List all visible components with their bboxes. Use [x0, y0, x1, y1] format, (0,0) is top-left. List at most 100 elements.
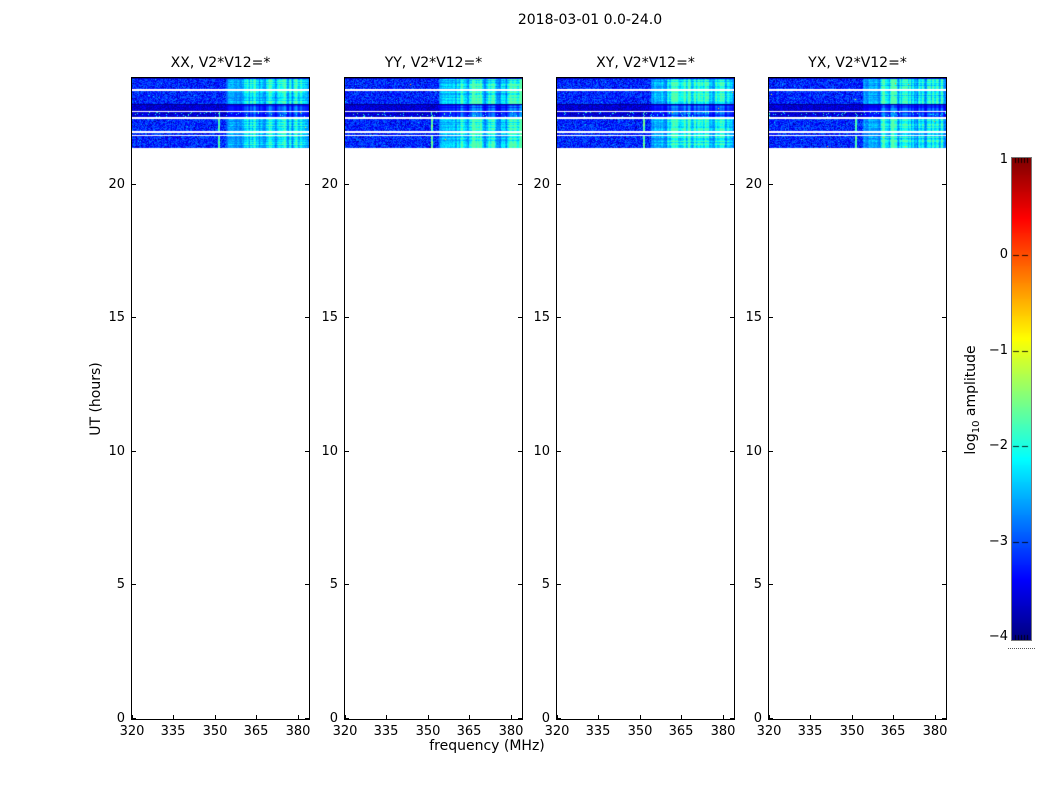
y-tick-label: 15	[321, 310, 338, 325]
y-tick	[730, 584, 734, 585]
x-tick-label: 365	[243, 724, 269, 739]
y-axis-label: UT (hours)	[88, 362, 104, 436]
x-tick-label: 365	[880, 724, 906, 739]
y-tick-label: 20	[108, 177, 125, 192]
x-tick-label: 320	[756, 724, 782, 739]
y-tick	[518, 317, 522, 318]
x-tick	[428, 715, 429, 719]
spectrogram-image-xy	[557, 78, 734, 719]
y-tick-label: 20	[533, 177, 550, 192]
x-tick-label: 350	[627, 724, 653, 739]
y-tick	[518, 451, 522, 452]
x-tick	[810, 715, 811, 719]
y-tick-label: 0	[753, 711, 762, 726]
x-tick	[640, 715, 641, 719]
x-tick	[215, 715, 216, 719]
x-tick-label: 365	[456, 724, 482, 739]
x-tick-label: 335	[797, 724, 823, 739]
y-tick	[557, 317, 561, 318]
y-tick	[942, 184, 946, 185]
x-tick	[132, 715, 133, 719]
x-tick-label: 380	[710, 724, 736, 739]
y-tick	[730, 451, 734, 452]
y-tick	[518, 584, 522, 585]
y-tick	[557, 451, 561, 452]
y-tick	[769, 317, 773, 318]
colorbar-tick-label: −1	[988, 343, 1008, 358]
y-tick	[518, 184, 522, 185]
x-tick-label: 335	[373, 724, 399, 739]
subplot-yx	[768, 77, 947, 720]
y-tick	[769, 451, 773, 452]
subplot-title-xx: XX, V2*V12=*	[170, 55, 271, 71]
y-tick	[305, 451, 309, 452]
y-tick-label: 10	[533, 444, 550, 459]
x-axis-label: frequency (MHz)	[429, 738, 545, 754]
y-tick	[942, 317, 946, 318]
x-tick	[723, 715, 724, 719]
colorbar-tick-label: −3	[988, 534, 1008, 549]
y-tick-label: 0	[541, 711, 550, 726]
y-tick	[305, 584, 309, 585]
x-tick	[469, 715, 470, 719]
colorbar-tick-label: 0	[999, 247, 1008, 262]
x-tick-label: 380	[498, 724, 524, 739]
y-tick	[769, 718, 773, 719]
spectrogram-image-yy	[345, 78, 522, 719]
x-tick	[298, 715, 299, 719]
y-tick	[557, 584, 561, 585]
x-tick-label: 380	[285, 724, 311, 739]
y-tick-label: 5	[753, 577, 762, 592]
y-tick	[730, 317, 734, 318]
colorbar	[1011, 157, 1032, 641]
x-tick-label: 350	[839, 724, 865, 739]
x-tick	[386, 715, 387, 719]
x-tick	[256, 715, 257, 719]
x-tick-label: 320	[119, 724, 145, 739]
x-tick-label: 320	[544, 724, 570, 739]
spectrogram-image-yx	[769, 78, 946, 719]
x-tick-label: 350	[202, 724, 228, 739]
y-tick	[769, 584, 773, 585]
subplot-yy	[344, 77, 523, 720]
y-tick-label: 10	[108, 444, 125, 459]
spectrogram-image-xx	[132, 78, 309, 719]
y-tick	[557, 718, 561, 719]
colorbar-label-sub: 10	[970, 420, 982, 434]
colorbar-label-prefix: log	[963, 433, 979, 455]
colorbar-gradient	[1012, 158, 1031, 640]
figure-title: 2018-03-01 0.0-24.0	[517, 12, 663, 28]
subplot-xx	[131, 77, 310, 720]
y-tick	[305, 718, 309, 719]
subplot-title-xy: XY, V2*V12=*	[596, 55, 695, 71]
y-tick	[730, 184, 734, 185]
y-tick-label: 0	[116, 711, 125, 726]
x-tick-label: 350	[415, 724, 441, 739]
y-tick	[132, 184, 136, 185]
y-tick	[769, 184, 773, 185]
x-tick-label: 320	[332, 724, 358, 739]
x-tick	[681, 715, 682, 719]
y-tick	[305, 317, 309, 318]
colorbar-tick-label: −2	[988, 438, 1008, 453]
y-tick	[345, 584, 349, 585]
y-tick	[132, 317, 136, 318]
x-tick	[173, 715, 174, 719]
y-tick-label: 15	[108, 310, 125, 325]
subplot-title-yy: YY, V2*V12=*	[384, 55, 483, 71]
x-tick-label: 335	[160, 724, 186, 739]
x-tick	[598, 715, 599, 719]
colorbar-label-suffix: amplitude	[963, 345, 979, 421]
y-tick	[730, 718, 734, 719]
y-tick	[345, 184, 349, 185]
x-tick	[557, 715, 558, 719]
y-tick-label: 5	[116, 577, 125, 592]
y-tick	[345, 718, 349, 719]
x-tick	[511, 715, 512, 719]
y-tick	[942, 584, 946, 585]
y-tick	[942, 451, 946, 452]
x-tick-label: 335	[585, 724, 611, 739]
subplot-xy	[556, 77, 735, 720]
x-tick	[852, 715, 853, 719]
